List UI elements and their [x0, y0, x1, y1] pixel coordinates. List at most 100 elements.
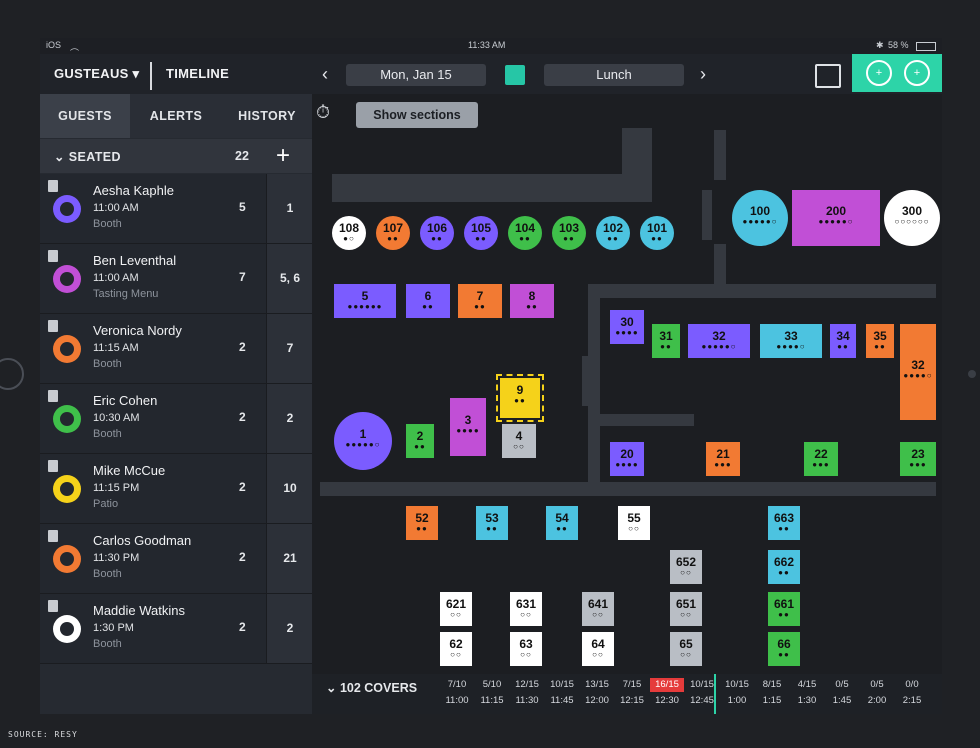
table-55[interactable]: 55 ○○ — [618, 506, 650, 540]
table-106[interactable]: 106 ●● — [420, 216, 454, 250]
time-slot[interactable]: 0/5 2:00 — [860, 678, 894, 710]
table-621[interactable]: 621 ○○ — [440, 592, 472, 626]
time-slot[interactable]: 16/15 12:30 — [650, 678, 684, 710]
slot-time: 12:15 — [620, 695, 644, 706]
table-105[interactable]: 105 ●● — [464, 216, 498, 250]
table-label: 621 — [445, 597, 467, 611]
current-time-marker[interactable] — [714, 674, 716, 714]
table-651[interactable]: 651 ○○ — [670, 592, 702, 626]
guest-row[interactable]: Aesha Kaphle 11:00 AM Booth 5 1 — [40, 174, 313, 244]
table-108[interactable]: 108 ●○ — [332, 216, 366, 250]
table-66[interactable]: 66 ●● — [768, 632, 800, 666]
table-103[interactable]: 103 ●● — [552, 216, 586, 250]
prev-date-button[interactable]: ‹ — [322, 64, 328, 84]
table-64[interactable]: 64 ○○ — [582, 632, 614, 666]
seat-dots: ●●●● — [456, 426, 480, 435]
restaurant-selector[interactable]: GUSTEAUS ▾ — [54, 66, 140, 81]
guest-row[interactable]: Ben Leventhal 11:00 AM Tasting Menu 7 5, 6 — [40, 244, 313, 314]
table-300[interactable]: 300 ○○○○○○ — [884, 190, 940, 246]
table-63[interactable]: 63 ○○ — [510, 632, 542, 666]
service-selector[interactable]: Lunch — [544, 64, 684, 86]
tab-guests[interactable]: GUESTS — [40, 94, 130, 138]
table-52[interactable]: 52 ●● — [406, 506, 438, 540]
table-53[interactable]: 53 ●● — [476, 506, 508, 540]
table-641[interactable]: 641 ○○ — [582, 592, 614, 626]
table-3[interactable]: 3 ●●●● — [450, 398, 486, 456]
table-107[interactable]: 107 ●● — [376, 216, 410, 250]
wall — [714, 130, 726, 180]
table-32[interactable]: 32 ●●●●●○ — [688, 324, 750, 358]
table-32[interactable]: 32 ●●●●○ — [900, 324, 936, 420]
layout-toggle-icon[interactable] — [815, 64, 841, 88]
table-7[interactable]: 7 ●● — [458, 284, 502, 318]
guest-row[interactable]: Carlos Goodman 11:30 PM Booth 2 21 — [40, 524, 313, 594]
table-34[interactable]: 34 ●● — [830, 324, 856, 358]
add-reservation-button[interactable]: + — [866, 60, 892, 86]
table-2[interactable]: 2 ●● — [406, 424, 434, 458]
table-1[interactable]: 1 ●●●●●○ — [334, 412, 392, 470]
calendar-icon[interactable] — [505, 65, 525, 85]
table-8[interactable]: 8 ●● — [510, 284, 554, 318]
table-662[interactable]: 662 ●● — [768, 550, 800, 584]
time-slot[interactable]: 13/15 12:00 — [580, 678, 614, 710]
table-31[interactable]: 31 ●● — [652, 324, 680, 358]
table-20[interactable]: 20 ●●●● — [610, 442, 644, 476]
time-slot[interactable]: 10/15 11:45 — [545, 678, 579, 710]
table-22[interactable]: 22 ●●● — [804, 442, 838, 476]
table-65[interactable]: 65 ○○ — [670, 632, 702, 666]
add-walkin-button[interactable]: + — [904, 60, 930, 86]
seat-dots: ○○ — [450, 610, 462, 619]
table-9[interactable]: 9 ●● — [496, 374, 544, 422]
covers-label[interactable]: ⌄ 102 COVERS — [326, 681, 418, 695]
table-label: 54 — [555, 511, 569, 525]
table-102[interactable]: 102 ●● — [596, 216, 630, 250]
table-4[interactable]: 4 ○○ — [502, 424, 536, 458]
table-104[interactable]: 104 ●● — [508, 216, 542, 250]
table-30[interactable]: 30 ●●●● — [610, 310, 644, 344]
time-slot[interactable]: 12/15 11:30 — [510, 678, 544, 710]
table-652[interactable]: 652 ○○ — [670, 550, 702, 584]
tab-alerts[interactable]: ALERTS — [149, 109, 203, 123]
time-slot[interactable]: 8/15 1:15 — [755, 678, 789, 710]
guest-row[interactable]: Maddie Watkins 1:30 PM Booth 2 2 — [40, 594, 313, 664]
table-631[interactable]: 631 ○○ — [510, 592, 542, 626]
time-slot[interactable]: 7/10 11:00 — [440, 678, 474, 710]
add-guest-button[interactable]: + — [276, 142, 291, 169]
guest-row[interactable]: Veronica Nordy 11:15 AM Booth 2 7 — [40, 314, 313, 384]
slot-time: 12:00 — [585, 695, 609, 706]
table-23[interactable]: 23 ●●● — [900, 442, 936, 476]
table-21[interactable]: 21 ●●● — [706, 442, 740, 476]
table-663[interactable]: 663 ●● — [768, 506, 800, 540]
date-selector[interactable]: Mon, Jan 15 — [346, 64, 486, 86]
slot-time: 11:30 — [515, 695, 539, 706]
time-slot[interactable]: 4/15 1:30 — [790, 678, 824, 710]
seated-header[interactable]: ⌄ SEATED 22 + — [40, 139, 312, 173]
table-35[interactable]: 35 ●● — [866, 324, 894, 358]
table-62[interactable]: 62 ○○ — [440, 632, 472, 666]
guest-row[interactable]: Eric Cohen 10:30 AM Booth 2 2 — [40, 384, 313, 454]
table-200[interactable]: 200 ●●●●●○ — [792, 190, 880, 246]
time-slot[interactable]: 10/15 1:00 — [720, 678, 754, 710]
guest-row[interactable]: Mike McCue 11:15 PM Patio 2 10 — [40, 454, 313, 524]
show-sections-button[interactable]: Show sections — [356, 102, 478, 128]
table-100[interactable]: 100 ●●●●●○ — [732, 190, 788, 246]
time-slot[interactable]: 10/15 12:45 — [685, 678, 719, 710]
table-54[interactable]: 54 ●● — [546, 506, 578, 540]
guest-area: Patio — [93, 498, 119, 510]
time-slot[interactable]: 0/0 2:15 — [895, 678, 929, 710]
time-slot[interactable]: 7/15 12:15 — [615, 678, 649, 710]
timer-icon[interactable]: ⏱ — [316, 102, 331, 122]
table-101[interactable]: 101 ●● — [640, 216, 674, 250]
tab-history[interactable]: HISTORY — [238, 109, 296, 123]
table-5[interactable]: 5 ●●●●●● — [334, 284, 396, 318]
next-date-button[interactable]: › — [700, 64, 706, 84]
ring-icon — [53, 335, 81, 363]
guest-area: Booth — [93, 568, 122, 580]
time-slot[interactable]: 5/10 11:15 — [475, 678, 509, 710]
table-33[interactable]: 33 ●●●●○ — [760, 324, 822, 358]
table-6[interactable]: 6 ●● — [406, 284, 450, 318]
table-661[interactable]: 661 ●● — [768, 592, 800, 626]
seat-dots: ●● — [514, 396, 526, 405]
time-slot[interactable]: 0/5 1:45 — [825, 678, 859, 710]
table-label: 6 — [424, 289, 432, 303]
